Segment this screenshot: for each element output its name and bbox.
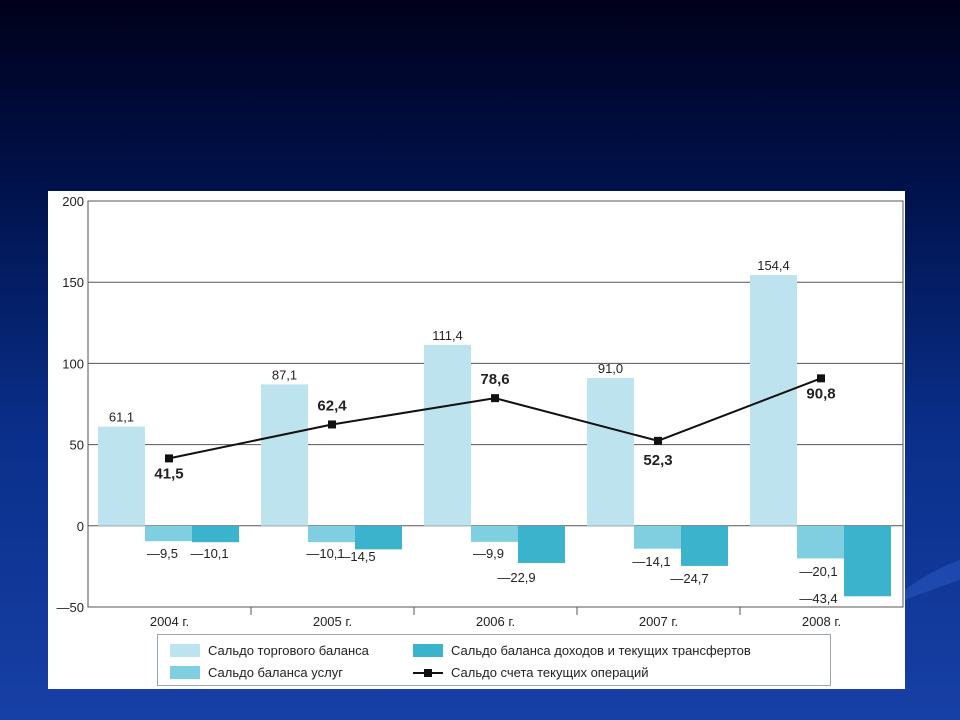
data-label-trade: 111,4: [432, 328, 463, 343]
legend-item-current: Сальдо счета текущих операций: [413, 662, 649, 682]
legend-item-services: Сальдо баланса услуг: [170, 662, 343, 682]
data-label-current: 78,6: [480, 371, 509, 388]
bar-services: [634, 525, 681, 549]
data-label-current: 62,4: [317, 397, 347, 414]
data-label-trade: 87,1: [272, 367, 297, 382]
legend-item-income: Сальдо баланса доходов и текущих трансфе…: [413, 640, 751, 660]
bar-trade: [98, 426, 145, 526]
data-label-current: 90,8: [806, 385, 835, 402]
data-label-income: —24,7: [670, 571, 708, 586]
point-current: [328, 420, 336, 429]
bar-services: [797, 525, 844, 559]
chart-panel: —50 0 50 100 150 200 2004 г. 61,1 2005 г. 87,1 200…: [48, 191, 905, 689]
data-label-income: —22,9: [497, 570, 535, 585]
bar-services: [471, 525, 518, 542]
x-tick-label: 2004 г.: [150, 614, 189, 629]
legend-swatch-income: [413, 643, 443, 657]
legend-item-trade: Сальдо торгового баланса: [170, 640, 369, 660]
data-label-income: —43,4: [799, 591, 837, 606]
data-label-income: —10,1: [190, 546, 228, 561]
legend-swatch-trade: [170, 643, 200, 657]
legend-label-income: Сальдо баланса доходов и текущих трансфе…: [451, 642, 751, 658]
data-label-services: —14,1: [632, 554, 670, 569]
y-tick-label: 0: [77, 519, 84, 534]
bar-trade: [750, 275, 797, 526]
bar-trade: [424, 344, 471, 526]
y-tick-label: 150: [62, 275, 84, 290]
y-tick-label: 200: [62, 194, 84, 209]
bar-income: [355, 525, 402, 550]
combo-chart: —50 0 50 100 150 200 2004 г. 61,1 2005 г. 87,1 200…: [57, 194, 904, 629]
data-label-income: —14,5: [337, 549, 375, 564]
point-current: [165, 454, 173, 463]
data-label-services: —20,1: [799, 564, 837, 579]
y-tick-label: 50: [70, 438, 84, 453]
bar-services: [308, 525, 355, 543]
legend-label-trade: Сальдо торгового баланса: [208, 642, 369, 658]
point-current: [817, 374, 825, 383]
point-current: [654, 436, 662, 445]
y-tick-label: 100: [62, 356, 84, 371]
data-label-trade: 61,1: [109, 410, 134, 425]
bar-income: [192, 525, 239, 543]
x-tick-label: 2007 г.: [639, 614, 678, 629]
plot-border: [87, 200, 904, 608]
legend-label-current: Сальдо счета текущих операций: [451, 664, 649, 680]
bar-income: [844, 525, 891, 597]
data-label-current: 41,5: [154, 465, 183, 482]
x-tick-label: 2006 г.: [476, 614, 515, 629]
data-label-services: —9,5: [147, 546, 178, 561]
point-current: [491, 394, 499, 403]
data-label-services: —9,9: [473, 546, 504, 561]
bar-trade: [261, 384, 308, 526]
bar-income: [681, 525, 728, 566]
y-tick-label: —50: [57, 600, 84, 615]
bar-trade: [587, 378, 634, 526]
data-label-current: 52,3: [643, 452, 672, 469]
legend-swatch-services: [170, 665, 200, 679]
bar-services: [145, 525, 192, 542]
bar-income: [518, 525, 565, 563]
data-label-trade: 91,0: [598, 361, 623, 376]
legend-label-services: Сальдо баланса услуг: [208, 664, 343, 680]
data-label-trade: 154,4: [757, 258, 790, 273]
x-tick-label: 2008 г.: [802, 614, 841, 629]
legend-line-marker-icon: [413, 666, 443, 679]
x-tick-label: 2005 г.: [313, 614, 352, 629]
chart-legend: Сальдо торгового баланса Сальдо баланса …: [157, 634, 831, 686]
data-label-services: —10,1: [306, 546, 344, 561]
